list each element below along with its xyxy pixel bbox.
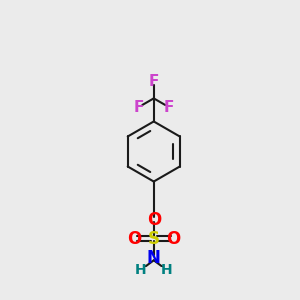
Text: F: F	[148, 74, 159, 88]
Text: O: O	[147, 211, 161, 229]
Text: H: H	[160, 263, 172, 277]
Text: O: O	[127, 230, 141, 247]
Text: F: F	[134, 100, 144, 115]
Text: S: S	[148, 230, 160, 247]
Text: H: H	[135, 263, 147, 277]
Text: N: N	[147, 248, 161, 266]
Text: O: O	[166, 230, 181, 247]
Text: F: F	[164, 100, 174, 115]
